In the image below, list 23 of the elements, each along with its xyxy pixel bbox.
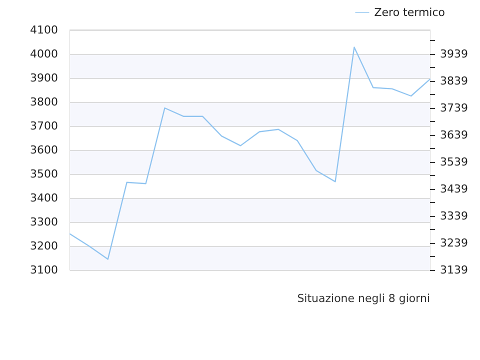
x-axis-title: Situazione negli 8 giorni bbox=[297, 292, 430, 305]
y-tick-label: 4100 bbox=[30, 24, 58, 36]
y2-tick-label: 3439 bbox=[440, 182, 468, 196]
y-tick-label: 3100 bbox=[30, 264, 58, 276]
y2-tick-label: 3739 bbox=[440, 102, 468, 115]
y2-tick-label: 3939 bbox=[440, 48, 468, 61]
y2-tick-label: 3339 bbox=[440, 210, 468, 223]
y-tick-label: 3700 bbox=[30, 120, 58, 132]
y-tick-label: 3200 bbox=[30, 240, 58, 252]
y-tick-label: 3400 bbox=[30, 192, 58, 204]
y2-tick-label: 3539 bbox=[440, 156, 468, 169]
y-tick-label: 3600 bbox=[30, 144, 58, 156]
y2-tick-label: 3239 bbox=[440, 236, 468, 250]
legend-label: Zero termico bbox=[374, 6, 446, 19]
y-tick-label: 3500 bbox=[30, 168, 58, 180]
y2-tick-label: 3639 bbox=[440, 128, 468, 142]
y2-tick-label: 3139 bbox=[440, 264, 468, 276]
y-tick-label: 4000 bbox=[30, 48, 58, 60]
line-series bbox=[69, 46, 431, 260]
y2-tick-label: 3839 bbox=[440, 74, 468, 88]
y-tick-label: 3300 bbox=[30, 216, 58, 228]
y-tick-label: 3800 bbox=[30, 96, 58, 108]
y-tick-label: 3900 bbox=[30, 72, 58, 84]
